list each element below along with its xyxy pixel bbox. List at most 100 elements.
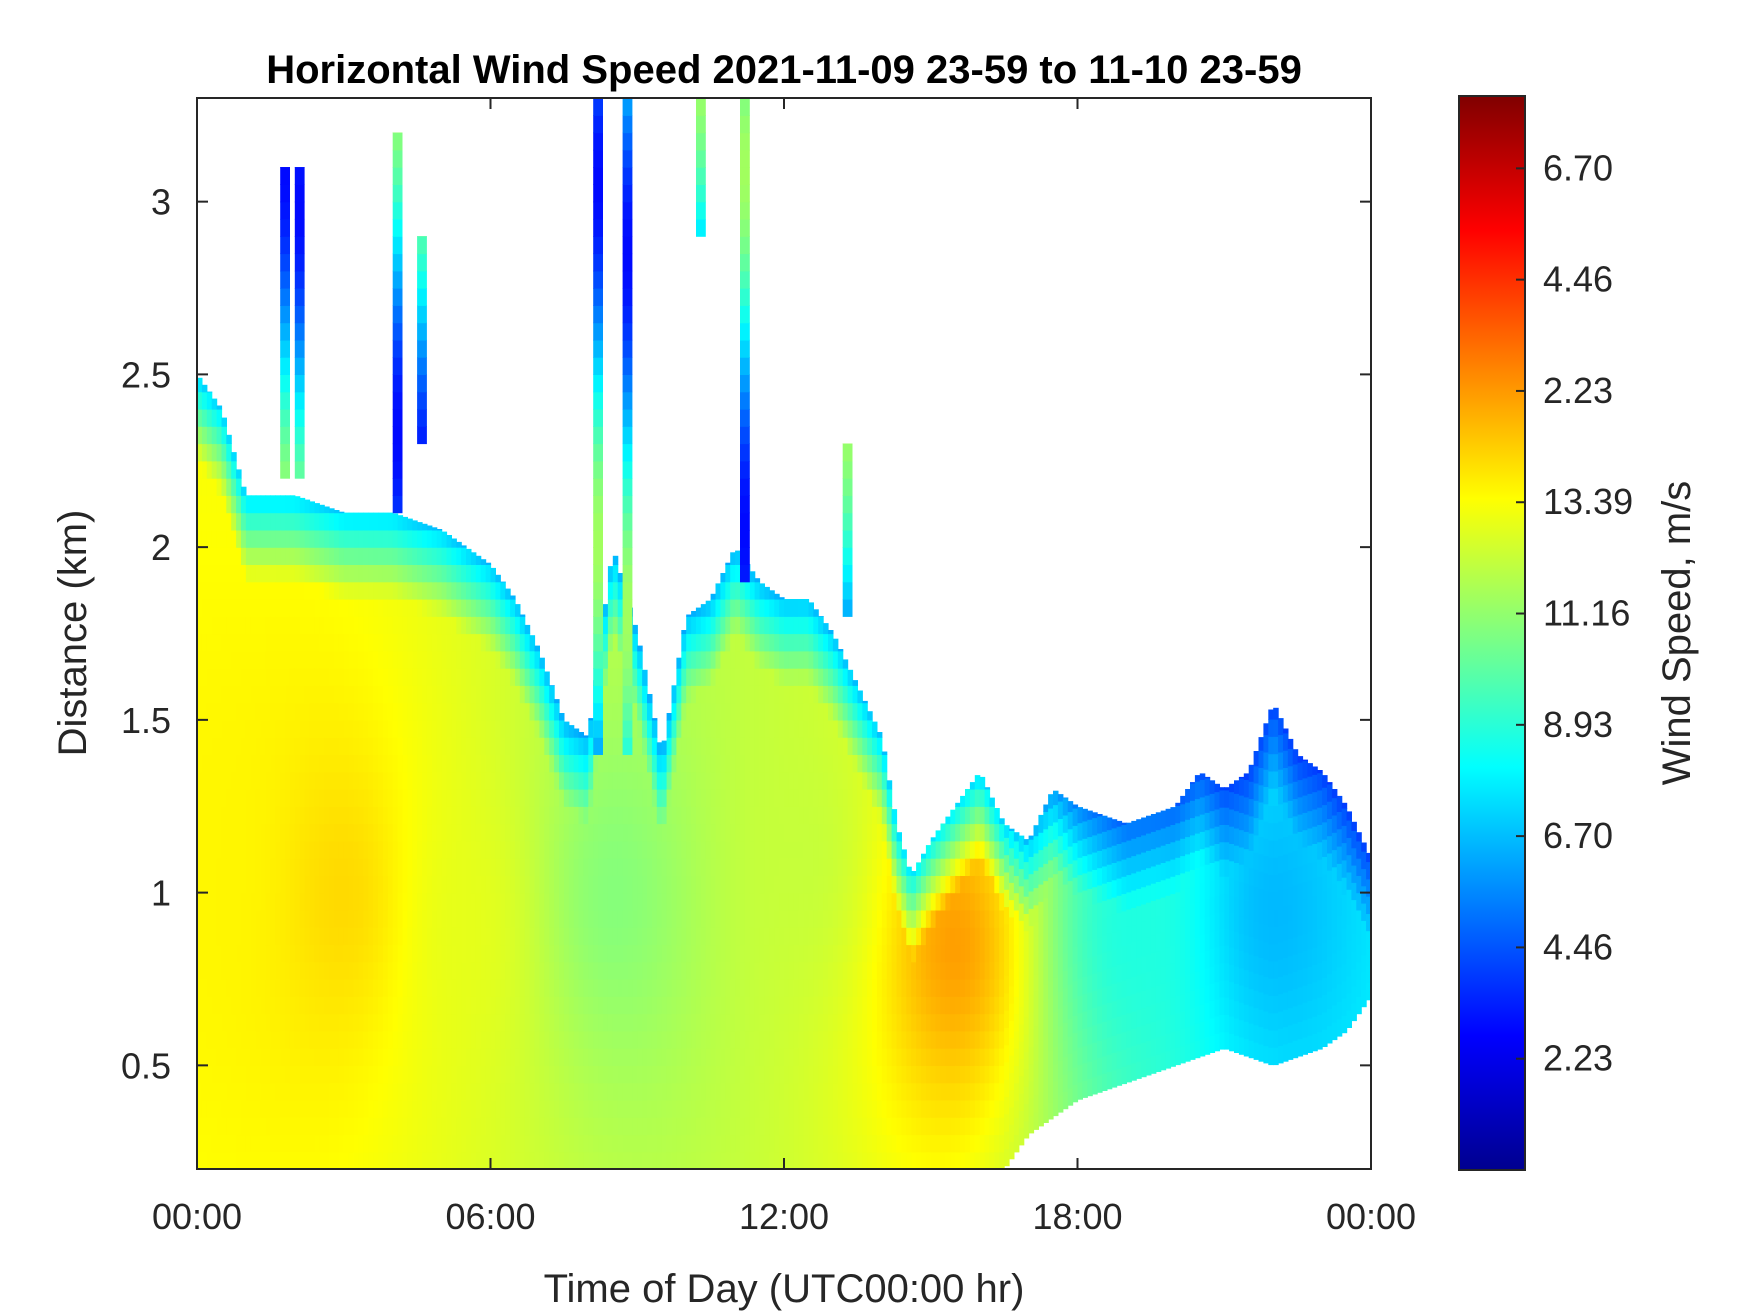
heatmap-cell <box>881 1151 888 1169</box>
heatmap-cell <box>280 754 286 773</box>
heatmap-cell <box>363 1082 369 1101</box>
heatmap-cell <box>285 633 291 652</box>
heatmap-cell <box>431 581 438 600</box>
heatmap-cell <box>412 858 418 876</box>
heatmap-cell <box>862 754 868 773</box>
heatmap-cell <box>402 1065 408 1084</box>
heatmap-cell <box>245 858 252 876</box>
heatmap-cell <box>749 1065 756 1084</box>
heatmap-cell <box>842 1117 849 1136</box>
heatmap-cell <box>593 840 599 859</box>
heatmap-cell <box>671 806 677 825</box>
heatmap-cell <box>265 599 271 617</box>
heatmap-cell <box>270 737 276 755</box>
heatmap-cell <box>221 909 227 928</box>
heatmap-cell <box>744 581 751 600</box>
heatmap-cell <box>554 771 560 790</box>
heatmap-cell <box>691 1013 697 1032</box>
heatmap-cell <box>744 668 751 686</box>
heatmap-cell <box>519 979 526 997</box>
heatmap-cell <box>793 1082 800 1101</box>
heatmap-cell <box>343 789 350 807</box>
heatmap-cell <box>382 702 389 721</box>
heatmap-cell <box>676 657 682 669</box>
heatmap-cell <box>695 1048 702 1066</box>
heatmap-cell <box>837 668 844 686</box>
heatmap-cell <box>338 979 345 997</box>
heatmap-cell <box>280 858 286 876</box>
heatmap-cell <box>289 823 296 842</box>
heatmap-cell <box>642 840 648 859</box>
heatmap-cell <box>769 909 775 928</box>
heatmap-cell <box>534 927 540 946</box>
heatmap-cell <box>598 858 604 876</box>
heatmap-cell <box>250 927 257 946</box>
heatmap-cell <box>324 633 330 652</box>
heatmap-cell <box>285 495 291 514</box>
heatmap-cell <box>466 823 472 842</box>
heatmap-cell <box>681 1065 687 1084</box>
heatmap-cell <box>289 771 296 790</box>
heatmap-cell <box>666 1134 673 1153</box>
heatmap-cell <box>319 1048 325 1066</box>
heatmap-cell <box>603 604 609 617</box>
heatmap-cell <box>559 771 565 790</box>
heatmap-cell <box>490 581 496 600</box>
heatmap-cell <box>705 1099 712 1118</box>
heatmap-cell <box>632 875 638 894</box>
heatmap-cell <box>299 564 306 583</box>
heatmap-cell <box>563 1048 570 1066</box>
heatmap-cell <box>617 892 624 911</box>
heatmap-cell <box>231 1048 237 1066</box>
heatmap-cell <box>285 840 291 859</box>
heatmap-cell <box>891 875 898 894</box>
heatmap-cell <box>725 1065 731 1084</box>
heatmap-cell <box>245 996 252 1015</box>
heatmap-cell <box>461 823 467 842</box>
heatmap-cell <box>906 961 912 980</box>
heatmap-cell <box>607 961 614 980</box>
heatmap-cell <box>891 961 898 980</box>
heatmap-cell <box>358 685 364 704</box>
heatmap-cell <box>744 927 751 946</box>
heatmap-cell <box>798 599 805 617</box>
heatmap-cell <box>348 650 355 669</box>
heatmap-cell <box>431 633 438 652</box>
heatmap-cell <box>735 1065 741 1084</box>
heatmap-cell <box>490 1065 496 1084</box>
heatmap-cell <box>720 1117 726 1136</box>
heatmap-cell <box>304 1151 311 1169</box>
heatmap-cell <box>740 1099 746 1118</box>
heatmap-cell <box>691 771 697 790</box>
heatmap-cell <box>221 564 227 583</box>
heatmap-cell <box>412 909 418 928</box>
heatmap-cell <box>402 599 408 617</box>
heatmap-cell <box>544 1030 550 1049</box>
heatmap-cell <box>740 858 746 876</box>
heatmap-cell <box>475 1065 482 1084</box>
heatmap-cell <box>319 996 325 1015</box>
heatmap-cell <box>343 599 350 617</box>
heatmap-cell <box>700 1065 707 1084</box>
heatmap-cell <box>886 1117 893 1136</box>
heatmap-cell <box>515 685 521 704</box>
heatmap-cell <box>314 599 320 617</box>
heatmap-cell <box>612 944 619 963</box>
heatmap-cell <box>363 1151 369 1169</box>
heatmap-cell <box>446 1134 452 1153</box>
heatmap-cell <box>334 564 340 583</box>
heatmap-cell <box>495 927 501 946</box>
heatmap-cell <box>373 754 379 773</box>
heatmap-cell <box>201 1117 208 1136</box>
heatmap-cell <box>334 633 340 652</box>
heatmap-cell <box>348 564 355 583</box>
heatmap-cell <box>754 1134 761 1153</box>
heatmap-cell <box>260 1117 267 1136</box>
chart-title: Horizontal Wind Speed 2021-11-09 23-59 t… <box>266 48 1302 92</box>
heatmap-cell <box>691 1151 697 1169</box>
heatmap-cell <box>387 1082 394 1101</box>
heatmap-cell <box>319 892 325 911</box>
heatmap-cell <box>515 1117 521 1136</box>
heatmap-cell <box>603 1082 609 1101</box>
heatmap-cell <box>691 1134 697 1153</box>
